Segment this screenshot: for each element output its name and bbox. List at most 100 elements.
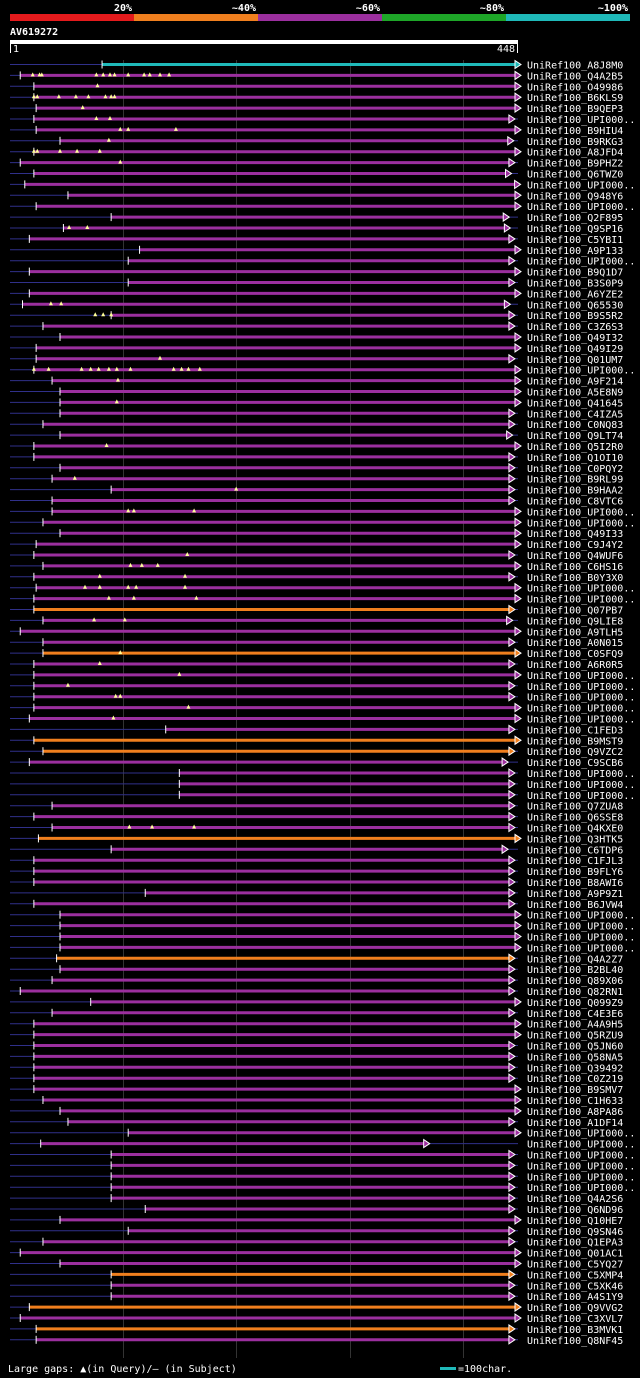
hit-label: UniRef100_UPI000.. xyxy=(527,584,635,595)
query-gap-marker xyxy=(46,366,51,371)
hit-end-arrow xyxy=(508,550,516,560)
hit-label: UniRef100_C6HS16 xyxy=(527,562,623,573)
hit-end-arrow xyxy=(514,909,522,920)
hit-row: UniRef100_Q4KXE0 xyxy=(10,822,623,835)
query-gap-marker xyxy=(118,159,123,164)
hit-end-arrow xyxy=(514,103,522,114)
hit-row: UniRef100_C4IZA5 xyxy=(10,408,623,420)
hit-end-arrow xyxy=(508,1269,516,1280)
hit-end-arrow xyxy=(514,593,522,604)
hit-row: UniRef100_C1FED3 xyxy=(10,724,623,736)
hit-row: UniRef100_C3XVL7 xyxy=(10,1313,623,1325)
hit-label: UniRef100_Q4A2Z7 xyxy=(527,954,623,965)
hit-label: UniRef100_UPI000.. xyxy=(527,780,635,791)
hit-end-arrow xyxy=(508,451,516,462)
hit-end-arrow xyxy=(508,255,516,266)
hit-label: UniRef100_B2BL40 xyxy=(527,965,623,976)
hit-row: UniRef100_Q01UM7 xyxy=(10,353,623,366)
query-start-label: 1 xyxy=(13,44,19,55)
hit-row: UniRef100_C5YQ27 xyxy=(10,1258,623,1271)
hit-label: UniRef100_C4IZA5 xyxy=(527,409,623,420)
query-gap-marker xyxy=(106,595,111,600)
hit-label: UniRef100_C1FJL3 xyxy=(527,856,623,867)
query-gap-marker xyxy=(126,584,131,589)
hit-end-arrow xyxy=(514,146,522,157)
hit-row: UniRef100_UPI000.. xyxy=(10,778,635,791)
hit-row: UniRef100_Q4A2B5 xyxy=(10,70,623,82)
query-gap-marker xyxy=(192,824,197,829)
query-end-label: 448 xyxy=(497,44,515,55)
hit-row: UniRef100_Q5JN60 xyxy=(10,1040,623,1053)
hit-end-arrow xyxy=(508,1116,516,1127)
hit-label: UniRef100_A6R0R5 xyxy=(527,660,623,671)
hit-end-arrow xyxy=(514,92,522,103)
hit-end-arrow xyxy=(508,233,516,244)
hit-row: UniRef100_Q89X06 xyxy=(10,975,623,987)
hit-end-arrow xyxy=(514,375,522,386)
query-gap-marker xyxy=(93,312,98,317)
hit-end-arrow xyxy=(508,1280,516,1291)
hit-label: UniRef100_A9TLH5 xyxy=(527,627,623,638)
hit-row: UniRef100_UPI000.. xyxy=(10,768,635,780)
hit-label: UniRef100_Q6SSE8 xyxy=(527,813,623,824)
hit-label: UniRef100_C3Z6S3 xyxy=(527,322,623,333)
hit-label: UniRef100_UPI000.. xyxy=(527,715,635,726)
hit-end-arrow xyxy=(508,768,516,778)
hit-row: UniRef100_Q58NA5 xyxy=(10,1051,623,1063)
identity-label: ~80% xyxy=(480,3,504,14)
hit-row: UniRef100_B3S0P9 xyxy=(10,277,623,290)
hit-end-arrow xyxy=(508,419,516,430)
hit-label: UniRef100_C4E3E6 xyxy=(527,1009,623,1020)
hit-row: UniRef100_UPI000.. xyxy=(10,1182,635,1194)
hit-label: UniRef100_C5YQ27 xyxy=(527,1260,623,1271)
hit-label: UniRef100_Q1EPA3 xyxy=(527,1238,623,1249)
hit-label: UniRef100_A8JFD4 xyxy=(527,148,623,159)
hit-label: UniRef100_C0PQY2 xyxy=(527,464,623,475)
hit-end-arrow xyxy=(514,288,522,299)
hit-label: UniRef100_UPI000.. xyxy=(527,518,635,529)
hit-end-arrow xyxy=(508,1171,516,1182)
hit-label: UniRef100_B9MST9 xyxy=(527,736,623,747)
hit-end-arrow xyxy=(508,1073,516,1084)
hit-label: UniRef100_Q49I29 xyxy=(527,344,623,355)
query-gap-marker xyxy=(197,366,202,371)
identity-segment xyxy=(10,14,134,21)
hit-label: UniRef100_Q39492 xyxy=(527,1063,623,1074)
hit-label: UniRef100_A0N015 xyxy=(527,638,623,649)
hit-row: UniRef100_A8J8M0 xyxy=(10,59,623,72)
hit-end-arrow xyxy=(503,223,512,233)
query-gap-marker xyxy=(72,475,77,480)
hit-row: UniRef100_A9F214 xyxy=(10,375,623,388)
hit-row: UniRef100_UPI000.. xyxy=(10,931,635,944)
query-gap-marker xyxy=(194,595,199,600)
query-gap-marker xyxy=(109,312,114,317)
hit-end-arrow xyxy=(502,212,511,223)
hit-end-arrow xyxy=(501,757,509,768)
hit-label: UniRef100_UPI000.. xyxy=(527,922,635,933)
identity-label: ~40% xyxy=(232,3,256,14)
hit-row: UniRef100_UPI000.. xyxy=(10,517,635,529)
hit-label: UniRef100_Q6ND96 xyxy=(527,1205,623,1216)
query-gap-marker xyxy=(147,72,152,77)
hit-label: UniRef100_C1H633 xyxy=(527,1096,623,1107)
hit-row: UniRef100_C5XK46 xyxy=(10,1280,623,1292)
hit-row: UniRef100_A6R0R5 xyxy=(10,659,623,671)
hit-row: UniRef100_A8JFD4 xyxy=(10,146,623,159)
hit-row: UniRef100_B8AWI6 xyxy=(10,877,623,889)
hit-row: UniRef100_UPI000.. xyxy=(10,669,635,682)
hit-row: UniRef100_C1H633 xyxy=(10,1095,623,1107)
query-gap-marker xyxy=(155,562,160,567)
hit-end-arrow xyxy=(508,1160,516,1171)
hit-end-arrow xyxy=(514,266,522,277)
query-gap-marker xyxy=(127,824,132,829)
query-gap-marker xyxy=(185,552,190,556)
hit-row: UniRef100_Q9SN46 xyxy=(10,1225,623,1238)
hit-end-arrow xyxy=(508,800,516,811)
hit-label: UniRef100_Q9VVG2 xyxy=(527,1303,623,1314)
hit-row: UniRef100_Q5I2R0 xyxy=(10,441,623,453)
query-gap-marker xyxy=(126,508,131,513)
query-gap-marker xyxy=(128,366,133,371)
hit-row: UniRef100_A9P9Z1 xyxy=(10,887,623,900)
query-gap-marker xyxy=(75,148,80,153)
